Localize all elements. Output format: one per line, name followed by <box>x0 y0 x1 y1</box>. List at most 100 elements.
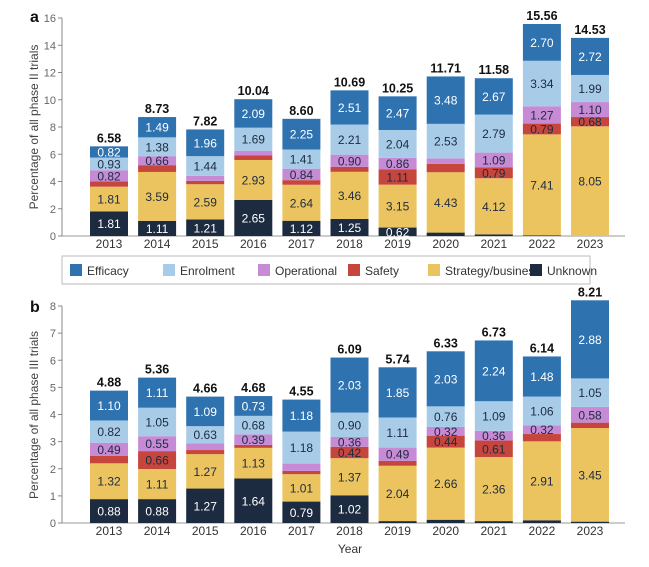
bar-segment-enrolment <box>426 123 465 159</box>
bar-segment-operational <box>474 152 513 168</box>
total-label: 7.82 <box>193 114 217 128</box>
total-label: 6.58 <box>97 131 121 145</box>
legend-item-enrolment: Enrolment <box>163 264 235 278</box>
legend-box <box>61 255 591 285</box>
bar-segment-operational <box>186 175 225 181</box>
legend-item-operational: Operational <box>258 264 337 278</box>
data-label: 2.64 <box>290 196 314 210</box>
bar-segment-operational <box>90 442 128 457</box>
bar-segment-enrolment <box>186 426 225 444</box>
total-label: 6.33 <box>434 336 458 350</box>
data-label: 1.96 <box>194 136 218 150</box>
bar-segment-operational <box>330 437 369 447</box>
bar-segment-unknown <box>138 499 177 523</box>
bar-segment-safety <box>186 450 225 455</box>
bar-segment-safety <box>571 422 609 429</box>
data-label: 4.12 <box>482 200 506 214</box>
x-tick-label: 2017 <box>288 237 315 251</box>
y-tick-label: 16 <box>44 13 56 25</box>
y-tick-label: 8 <box>50 122 56 134</box>
bar-segment-safety <box>474 167 513 179</box>
bar-segment-enrolment <box>234 127 273 151</box>
y-tick-label: 0 <box>50 231 56 243</box>
bar-segment-unknown <box>234 199 273 236</box>
panel-a: a Percentage of all phase II trials 0 2 4 6 8 1… <box>27 9 625 251</box>
total-label: 14.53 <box>574 23 605 37</box>
data-label: 3.45 <box>578 468 602 482</box>
data-label: 3.15 <box>386 200 410 214</box>
bar-segment-enrolment <box>571 74 609 103</box>
data-label: 2.79 <box>482 127 506 141</box>
data-label: 1.49 <box>145 121 169 135</box>
x-tick-label: 2017 <box>288 524 315 538</box>
data-label: 2.03 <box>434 372 458 386</box>
bar-segment-enrolment <box>474 401 513 431</box>
panel-letter: a <box>30 9 39 26</box>
data-label: 1.81 <box>97 217 121 231</box>
bar-segment-enrolment <box>186 156 225 176</box>
data-label: 0.44 <box>434 435 458 449</box>
bar-segment-operational <box>234 150 273 156</box>
x-tick-label: 2013 <box>96 237 123 251</box>
x-tick-label: 2019 <box>384 524 411 538</box>
bar-2013: 0.88 1.32 0.49 0.82 1.10 4.88 <box>90 376 128 523</box>
bar-segment-enrolment <box>90 157 128 171</box>
bar-segment-strategy-business <box>474 457 513 522</box>
bar-segment-enrolment <box>90 420 128 443</box>
data-label: 0.66 <box>145 454 169 468</box>
data-label: 7.41 <box>530 178 554 192</box>
data-label: 0.49 <box>386 448 410 462</box>
bar-segment-efficacy <box>234 99 273 128</box>
data-label: 2.47 <box>386 107 410 121</box>
bar-segment-strategy-business <box>426 447 465 520</box>
data-label: 2.59 <box>194 195 218 209</box>
bar-segment-unknown <box>474 234 513 236</box>
data-label: 1.11 <box>146 478 169 492</box>
legend-swatch <box>70 264 82 276</box>
panel-b: b Percentage of all phase III trials 0 1 2 3 4… <box>27 285 625 556</box>
y-tick-label: 1 <box>50 491 56 503</box>
data-label: 1.18 <box>290 409 314 423</box>
bar-segment-enrolment <box>571 378 609 407</box>
x-tick-label: 2022 <box>529 524 556 538</box>
bar-segment-unknown <box>426 519 465 523</box>
data-label: 1.21 <box>194 221 218 235</box>
data-label: 0.84 <box>290 168 314 182</box>
x-tick-label: 2014 <box>144 237 171 251</box>
bar-segment-strategy-business <box>522 441 561 521</box>
y-tick-label: 4 <box>50 177 56 189</box>
data-label: 0.73 <box>242 399 266 413</box>
legend-item-unknown: Unknown <box>530 264 597 278</box>
bar-segment-strategy-business <box>90 186 128 212</box>
data-label: 0.82 <box>97 169 121 183</box>
data-label: 1.09 <box>482 409 506 423</box>
bar-segment-enrolment <box>378 129 417 158</box>
bar-segment-enrolment <box>282 149 321 169</box>
y-tick-label: 7 <box>50 328 56 340</box>
bar-segment-efficacy <box>234 396 273 416</box>
legend-label: Enrolment <box>180 264 235 278</box>
legend-label: Unknown <box>547 264 597 278</box>
bar-segment-safety <box>522 434 561 442</box>
bar-segment-unknown <box>186 488 225 523</box>
bar-segment-efficacy <box>138 117 177 138</box>
x-tick-label: 2014 <box>144 524 171 538</box>
data-label: 1.11 <box>146 222 169 236</box>
total-label: 8.21 <box>578 285 602 299</box>
bar-segment-unknown <box>186 219 225 236</box>
data-label: 8.05 <box>578 175 602 189</box>
bar-segment-strategy-business <box>90 463 128 500</box>
total-label: 5.36 <box>145 363 169 377</box>
data-label: 0.61 <box>482 442 506 456</box>
data-label: 1.99 <box>578 82 602 96</box>
bar-segment-operational <box>571 406 609 423</box>
y-tick-label: 6 <box>50 149 56 161</box>
data-label: 1.85 <box>386 386 410 400</box>
data-label: 2.24 <box>482 364 506 378</box>
x-tick-label: 2021 <box>480 524 507 538</box>
data-label: 0.32 <box>530 423 554 437</box>
x-tick-label: 2020 <box>432 237 459 251</box>
bar-segment-strategy-business <box>138 171 177 221</box>
bar-segment-unknown <box>330 218 369 236</box>
bar-segment-efficacy <box>378 96 417 130</box>
